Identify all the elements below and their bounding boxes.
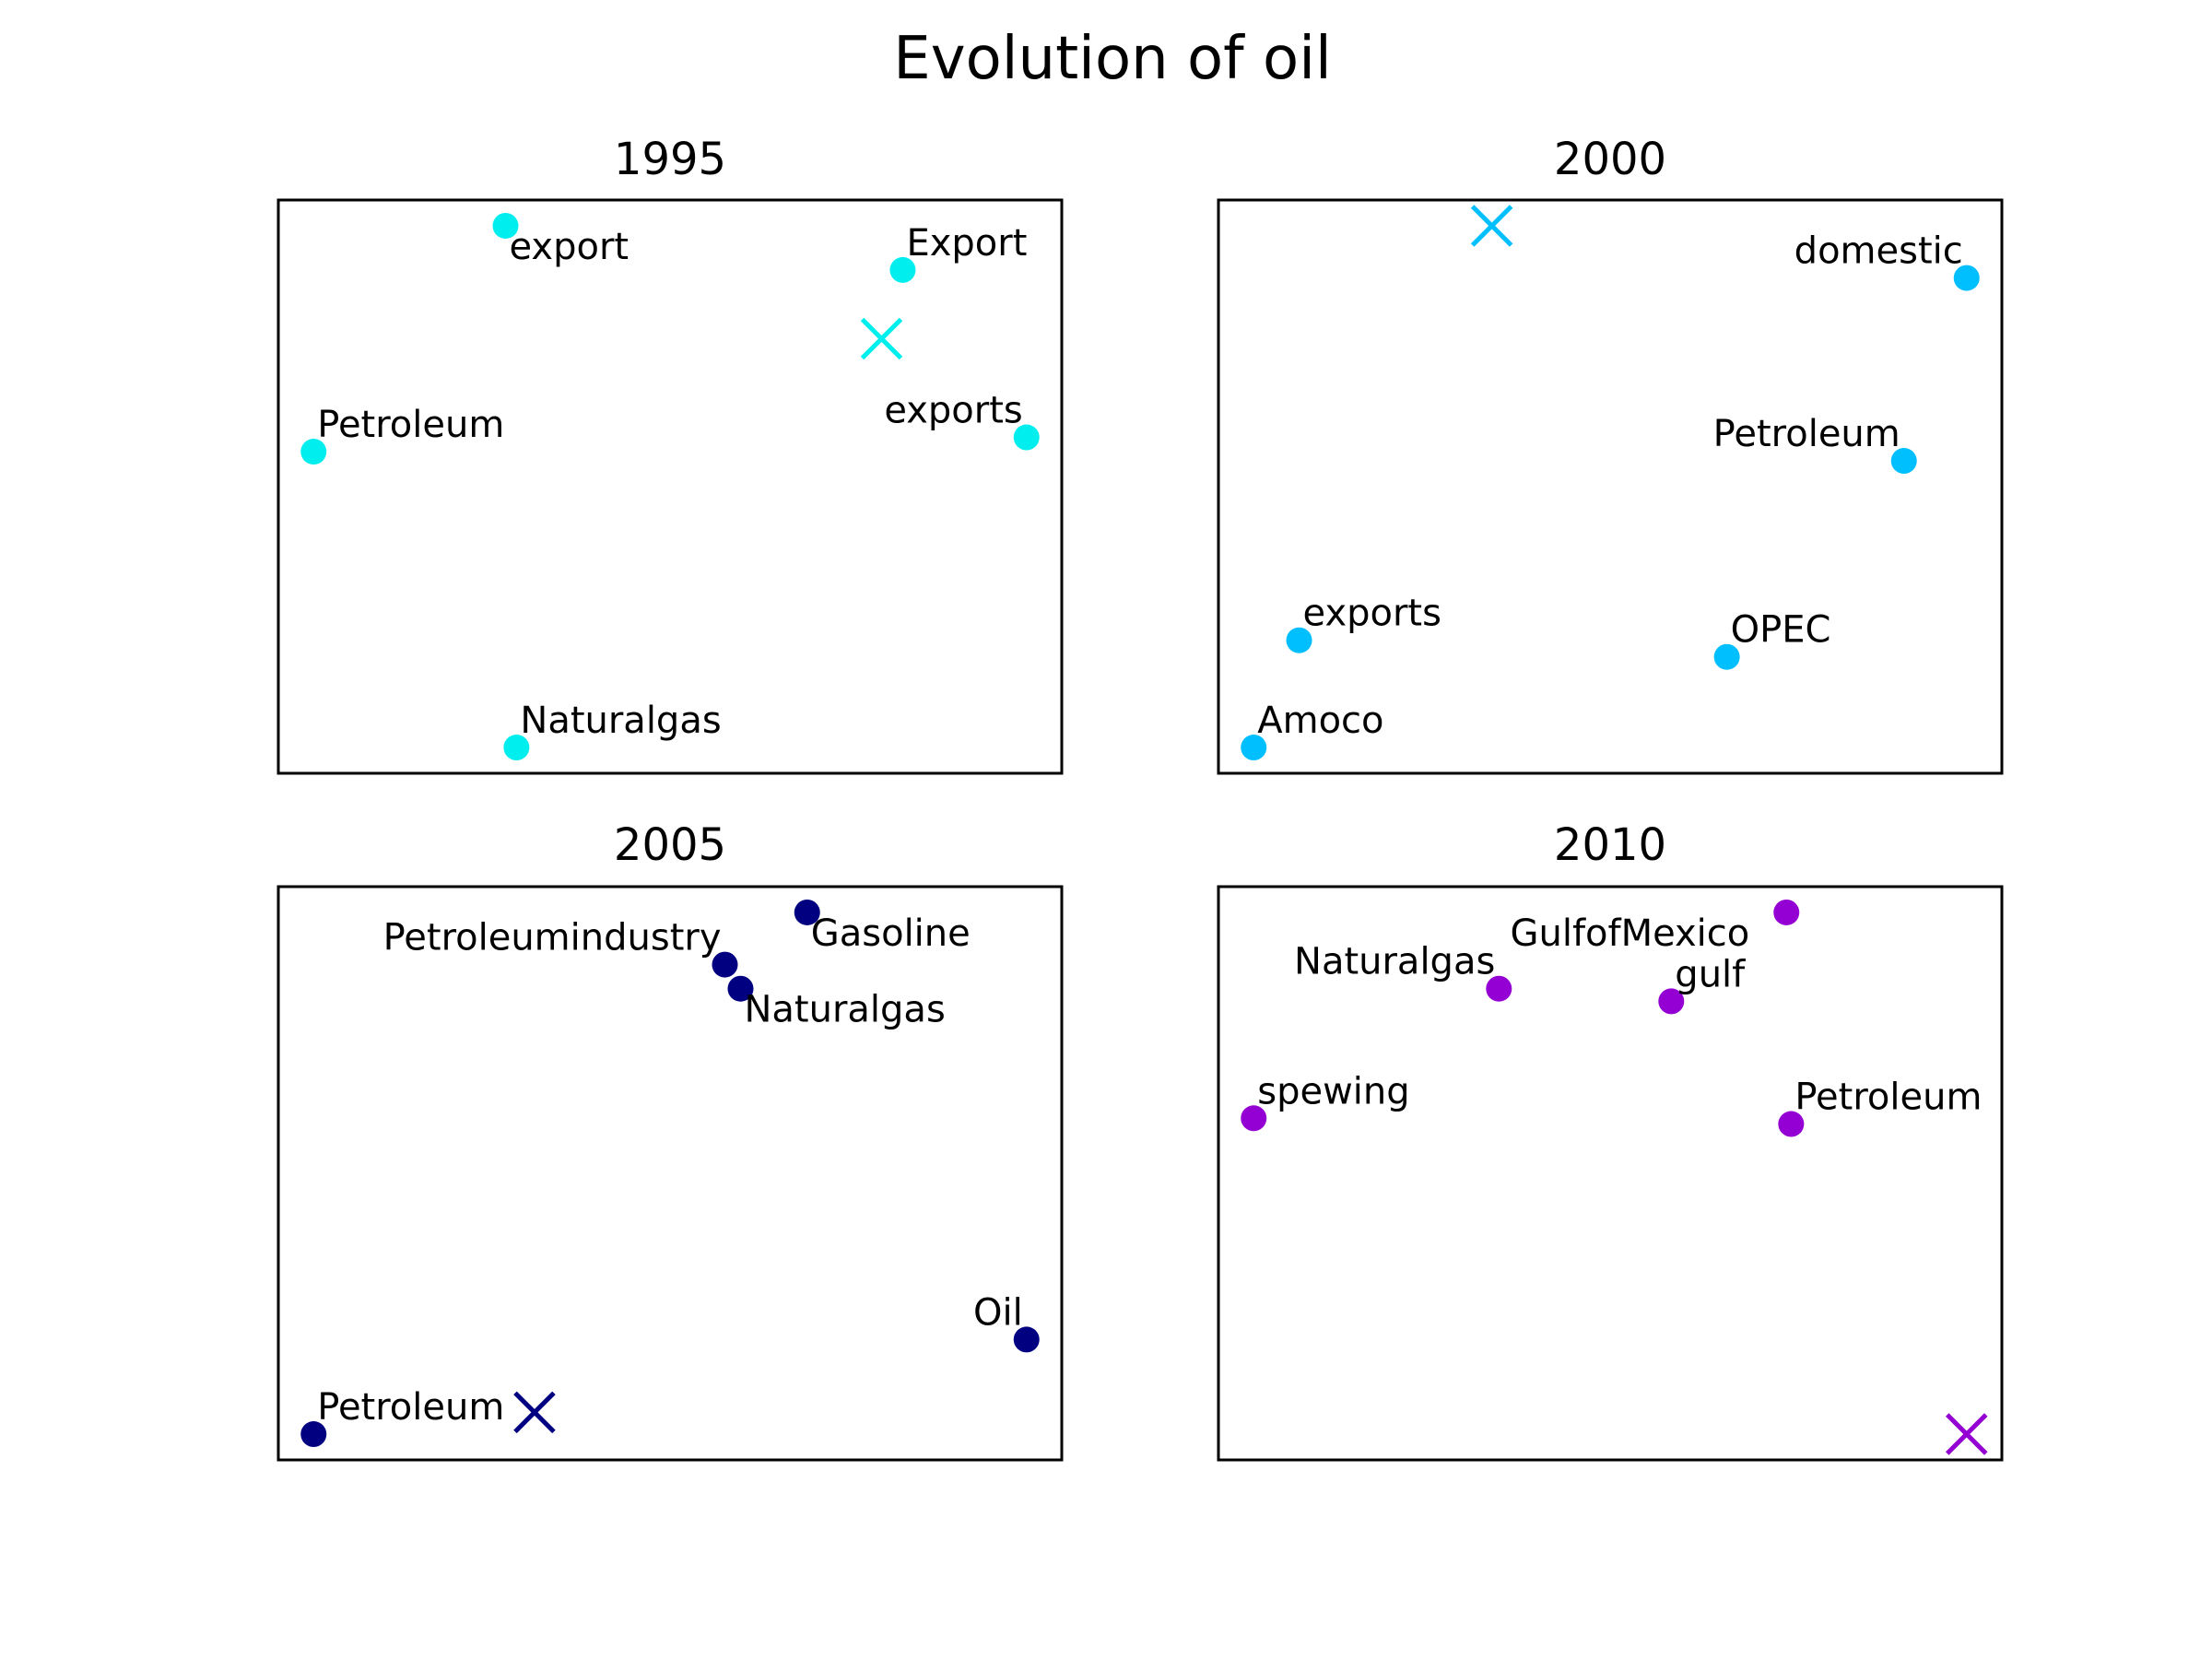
figure-title: Evolution of oil <box>893 25 1332 93</box>
point-label-2010-0: GulfofMexico <box>1510 912 1749 955</box>
plot-frame-2010 <box>1217 885 2004 1462</box>
point-2005-0 <box>794 899 820 925</box>
panel-2005: 2005 Gasoline Petroleumindustry Naturalgas… <box>276 819 1064 1462</box>
centroid-marker-2000 <box>1470 205 1513 247</box>
point-1995-4 <box>503 735 530 761</box>
centroid-marker-2005 <box>513 1391 556 1434</box>
point-2005-3 <box>1013 1326 1040 1353</box>
point-1995-2 <box>300 439 327 465</box>
marks-2000: domestic Petroleum exports OPEC Amoco <box>1241 205 1980 761</box>
point-label-2005-1: Petroleumindustry <box>383 917 722 959</box>
point-2010-3 <box>1241 1105 1267 1132</box>
panel-title-1995: 1995 <box>614 134 726 185</box>
point-2010-2 <box>1658 988 1685 1015</box>
point-2010-4 <box>1778 1111 1805 1137</box>
point-label-2000-3: OPEC <box>1731 609 1831 652</box>
panel-title-2000: 2000 <box>1554 134 1666 185</box>
plot-frame-2000 <box>1217 198 2004 775</box>
point-label-1995-3: exports <box>884 390 1022 432</box>
point-2000-0 <box>1953 265 1980 291</box>
point-1995-1 <box>889 256 916 283</box>
point-2010-1 <box>1486 975 1512 1002</box>
marks-2005: Gasoline Petroleumindustry Naturalgas Oil Pe… <box>300 899 1040 1448</box>
point-label-2005-4: Petroleum <box>317 1386 504 1429</box>
point-2000-3 <box>1713 643 1740 670</box>
panel-2010: 2010 GulfofMexico Naturalgas gulf spewing Pe… <box>1217 819 2004 1462</box>
point-2005-1 <box>712 951 738 978</box>
point-label-2010-3: spewing <box>1257 1070 1409 1112</box>
point-2005-2 <box>727 975 754 1002</box>
point-label-2000-0: domestic <box>1794 230 1963 273</box>
marks-2010: GulfofMexico Naturalgas gulf spewing Petrole… <box>1241 899 1988 1455</box>
point-label-2010-1: Naturalgas <box>1294 941 1495 983</box>
point-2010-0 <box>1773 899 1800 925</box>
point-label-1995-2: Petroleum <box>317 404 504 446</box>
point-2000-1 <box>1890 448 1917 475</box>
plot-frame-2005 <box>276 885 1064 1462</box>
point-label-2010-4: Petroleum <box>1794 1077 1982 1119</box>
point-label-2005-2: Naturalgas <box>745 989 946 1031</box>
centroid-marker-1995 <box>860 317 903 360</box>
point-1995-3 <box>1013 424 1040 451</box>
panel-2000: 2000 domestic Petroleum exports OPEC Amoco <box>1217 134 2004 775</box>
plot-frame-1995 <box>276 198 1064 775</box>
panel-title-2010: 2010 <box>1554 819 1666 871</box>
point-label-2000-4: Amoco <box>1257 700 1383 742</box>
marks-1995: export Export Petroleum exports Naturalgas <box>300 212 1040 761</box>
point-label-2005-0: Gasoline <box>811 912 971 955</box>
point-label-2005-3: Oil <box>973 1291 1023 1334</box>
panel-title-2005: 2005 <box>614 819 726 871</box>
panel-1995: 1995 export Export Petroleum exports Natural… <box>276 134 1064 775</box>
point-label-2000-1: Petroleum <box>1713 413 1900 455</box>
point-label-1995-4: Naturalgas <box>520 700 721 742</box>
point-label-2000-2: exports <box>1303 593 1441 635</box>
point-label-2010-2: gulf <box>1675 953 1746 995</box>
point-label-1995-1: Export <box>906 222 1027 265</box>
point-2005-4 <box>300 1421 327 1448</box>
point-1995-0 <box>492 212 519 239</box>
point-label-1995-0: export <box>510 226 629 268</box>
point-2000-4 <box>1241 735 1267 761</box>
centroid-marker-2010 <box>1945 1413 1988 1455</box>
point-2000-2 <box>1286 627 1312 653</box>
